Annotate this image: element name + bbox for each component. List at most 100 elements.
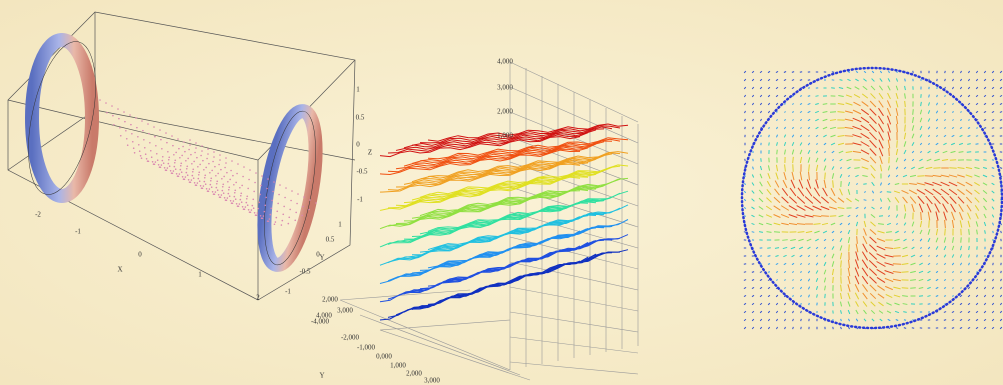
axis-label: 0 — [138, 251, 142, 259]
vector — [943, 319, 947, 321]
vector — [935, 295, 939, 297]
vector — [743, 271, 747, 273]
mesh-point — [246, 204, 249, 207]
vector — [927, 134, 931, 138]
vector — [861, 267, 869, 277]
vector — [774, 247, 780, 249]
vector — [909, 183, 917, 185]
vector — [959, 327, 963, 329]
mesh-point — [181, 154, 183, 157]
vector — [758, 189, 764, 195]
vector — [901, 287, 909, 289]
vector — [751, 294, 755, 298]
mesh-point — [195, 142, 197, 144]
axis-label: 0.5 — [326, 236, 335, 244]
mesh-point — [190, 179, 193, 181]
vector — [967, 94, 971, 98]
mesh-point — [205, 187, 208, 190]
vector — [759, 181, 763, 187]
vector — [815, 150, 819, 154]
mesh-point — [253, 211, 256, 214]
vector — [823, 238, 827, 242]
vector — [960, 237, 962, 243]
mesh-point — [239, 194, 242, 197]
vector — [853, 93, 861, 99]
mesh-point — [173, 153, 175, 156]
vector — [879, 207, 883, 209]
vector — [886, 107, 892, 117]
vector — [792, 326, 794, 330]
vector — [829, 196, 837, 204]
vector — [948, 174, 958, 178]
mesh-point — [287, 222, 290, 225]
vector — [960, 70, 962, 74]
vector — [776, 126, 778, 130]
vector — [895, 92, 899, 100]
vector — [949, 167, 957, 169]
mesh-point — [181, 175, 184, 178]
mesh-point — [271, 199, 273, 202]
vector — [751, 310, 755, 314]
vector — [936, 94, 938, 98]
vector — [788, 196, 798, 204]
vector — [743, 70, 747, 74]
vector — [815, 179, 819, 189]
vector — [940, 181, 950, 187]
mesh-point — [175, 172, 178, 175]
mesh-point — [161, 147, 163, 150]
mesh-point — [202, 159, 204, 162]
vector — [839, 222, 843, 226]
mesh-point — [191, 162, 193, 165]
vector — [839, 158, 843, 162]
vector — [852, 125, 862, 131]
vector — [831, 230, 835, 234]
vector — [855, 251, 859, 261]
grid-line — [509, 186, 639, 228]
vector — [927, 286, 931, 290]
vector — [839, 79, 843, 81]
mesh-point — [267, 178, 269, 180]
vector — [999, 294, 1003, 298]
axis-label: 3,000 — [424, 377, 440, 385]
vector — [791, 71, 795, 73]
vector — [936, 78, 938, 82]
mesh-point — [257, 207, 260, 210]
vector — [952, 70, 954, 74]
vector — [918, 203, 924, 213]
mesh-point — [168, 156, 171, 159]
vector — [895, 85, 899, 91]
vector — [949, 159, 957, 161]
vector — [887, 318, 891, 322]
vector — [901, 263, 909, 265]
vector — [816, 143, 818, 145]
vector — [751, 198, 755, 202]
vector — [935, 270, 939, 274]
mesh-point — [194, 151, 196, 154]
vector — [991, 310, 995, 314]
vector — [928, 220, 930, 228]
vector — [847, 181, 851, 187]
mesh-point — [172, 170, 175, 172]
vector — [766, 197, 772, 203]
streamline — [379, 202, 581, 248]
vector — [767, 263, 771, 265]
vector — [949, 196, 957, 204]
streamline-plot — [339, 60, 639, 381]
axis-label: -1,000 — [357, 344, 376, 352]
vector — [773, 196, 781, 204]
vector — [951, 86, 955, 90]
vector — [975, 278, 979, 282]
vector — [943, 237, 947, 243]
vector — [799, 286, 803, 290]
mesh-point — [185, 159, 187, 162]
vector — [983, 70, 987, 74]
vector — [759, 102, 763, 106]
vector — [791, 79, 795, 81]
vector — [991, 127, 995, 129]
mesh-point — [162, 162, 165, 165]
vector — [894, 182, 900, 186]
vector — [854, 86, 860, 90]
vector — [983, 213, 987, 219]
mesh-point — [273, 181, 275, 183]
vector — [845, 102, 853, 106]
